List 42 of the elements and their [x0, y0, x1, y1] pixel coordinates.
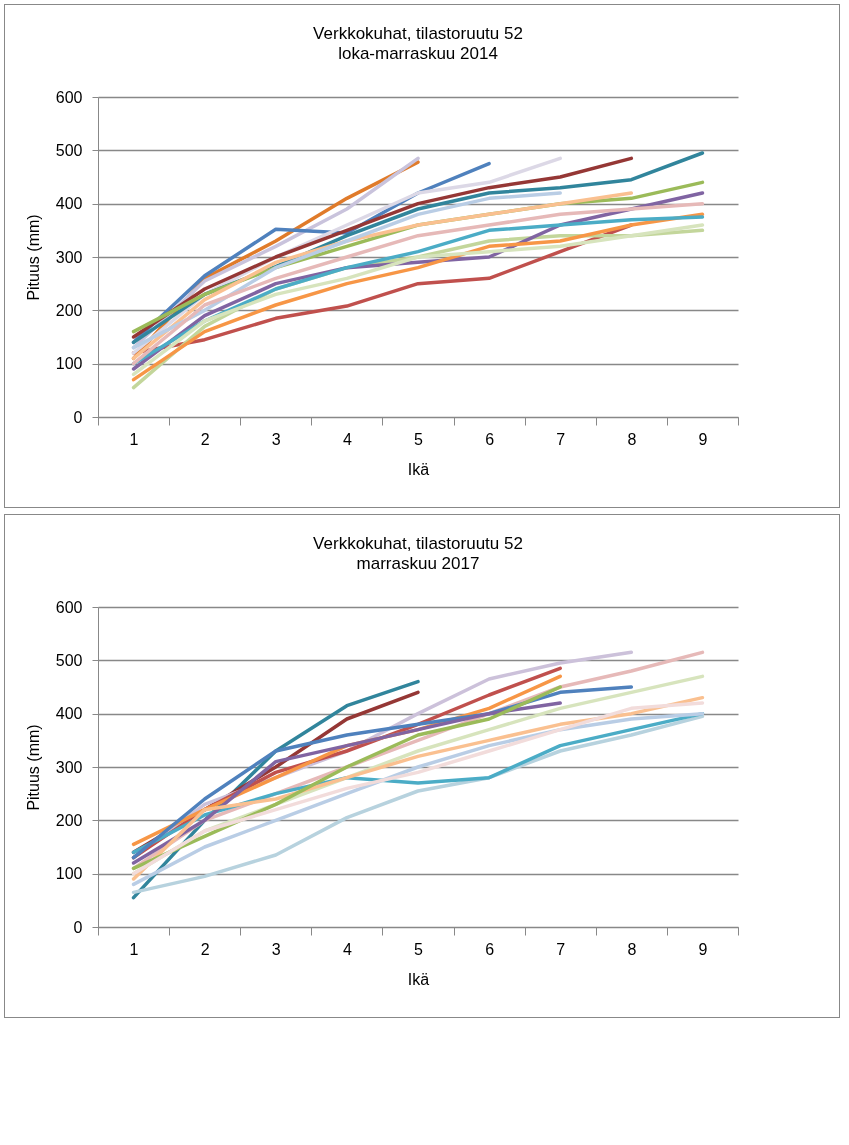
line-series: [131, 156, 634, 339]
x-tick-label: 7: [556, 430, 566, 448]
y-tick-label: 600: [55, 598, 83, 616]
y-tick-label: 200: [55, 811, 83, 829]
x-tick-label: 8: [627, 940, 637, 958]
chart-title: Verkkokuhat, tilastoruutu 52: [313, 534, 523, 553]
x-tick-label: 4: [342, 430, 352, 448]
x-tick-label: 2: [200, 940, 210, 958]
x-tick-label: 3: [271, 940, 281, 958]
y-tick-label: 100: [55, 355, 83, 373]
y-tick-label: 500: [55, 141, 83, 159]
x-tick-label: 8: [627, 430, 637, 448]
x-tick-label: 9: [698, 940, 708, 958]
x-tick-label: 4: [342, 940, 352, 958]
x-tick-label: 1: [129, 430, 139, 448]
y-tick-label: 400: [55, 705, 83, 723]
y-tick-label: 400: [55, 195, 83, 213]
y-tick-label: 300: [55, 248, 83, 266]
chart-title: Verkkokuhat, tilastoruutu 52: [313, 24, 523, 43]
x-tick-label: 1: [129, 940, 139, 958]
line-series: [131, 191, 562, 350]
x-tick-label: 2: [200, 430, 210, 448]
x-axis-title: Ikä: [407, 460, 430, 478]
x-tick-label: 5: [414, 940, 424, 958]
y-tick-label: 600: [55, 88, 83, 106]
y-tick-label: 100: [55, 865, 83, 883]
y-tick-label: 0: [73, 918, 83, 936]
x-tick-label: 3: [271, 430, 281, 448]
y-axis-title: Pituus (mm): [24, 724, 42, 811]
y-axis-title: Pituus (mm): [24, 214, 42, 301]
y-tick-label: 300: [55, 758, 83, 776]
chart-subtitle: marraskuu 2017: [356, 554, 480, 573]
x-tick-label: 6: [485, 430, 495, 448]
x-tick-label: 7: [556, 940, 566, 958]
x-tick-label: 6: [485, 940, 495, 958]
y-tick-label: 0: [73, 408, 83, 426]
chart-subtitle: loka-marraskuu 2014: [338, 44, 498, 63]
x-axis-title: Ikä: [407, 970, 430, 988]
x-tick-label: 9: [698, 430, 708, 448]
x-tick-label: 5: [414, 430, 424, 448]
y-tick-label: 200: [55, 301, 83, 319]
y-tick-label: 500: [55, 651, 83, 669]
